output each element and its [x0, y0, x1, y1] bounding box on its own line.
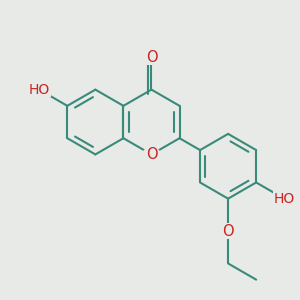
Text: O: O: [146, 147, 157, 162]
Text: HO: HO: [274, 192, 295, 206]
Ellipse shape: [274, 192, 295, 205]
Ellipse shape: [142, 148, 160, 161]
Ellipse shape: [28, 83, 51, 96]
Ellipse shape: [221, 225, 236, 238]
Text: O: O: [146, 50, 157, 65]
Ellipse shape: [144, 51, 159, 64]
Text: O: O: [222, 224, 234, 238]
Text: HO: HO: [28, 82, 50, 97]
